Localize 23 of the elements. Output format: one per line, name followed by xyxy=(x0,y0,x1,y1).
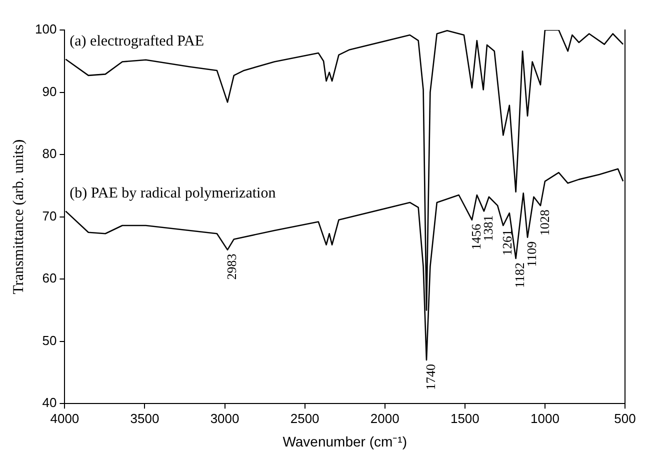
y-tick-label: 80 xyxy=(42,146,57,162)
y-tick-label: 70 xyxy=(42,208,57,224)
x-tick-label: 4000 xyxy=(50,410,80,426)
y-tick-label: 50 xyxy=(42,332,57,348)
series-label: (b) PAE by radical polymerization xyxy=(70,186,276,202)
annotation: 1028 xyxy=(536,210,552,236)
x-tick-label: 500 xyxy=(614,410,636,426)
y-tick-label: 60 xyxy=(42,270,57,286)
y-axis-title: Transmittance (arb. units) xyxy=(10,139,27,294)
x-tick-label: 1000 xyxy=(530,410,560,426)
x-tick-label: 1500 xyxy=(450,410,480,426)
annotation: 1261 xyxy=(500,230,515,256)
x-axis-title: Wavenumber (cm⁻¹) xyxy=(282,433,407,450)
y-tick-label: 100 xyxy=(34,22,57,37)
x-tick-label: 2000 xyxy=(370,410,400,426)
y-tick-label: 90 xyxy=(42,84,57,99)
x-tick-label: 3000 xyxy=(210,410,240,426)
y-tick-label: 40 xyxy=(42,395,57,410)
series-label: (a) electrografted PAE xyxy=(70,34,204,50)
annotation: 2983 xyxy=(224,254,239,280)
x-tick-label: 3500 xyxy=(130,410,160,426)
annotation: 1740 xyxy=(422,364,438,390)
x-tick-label: 2500 xyxy=(290,410,320,426)
